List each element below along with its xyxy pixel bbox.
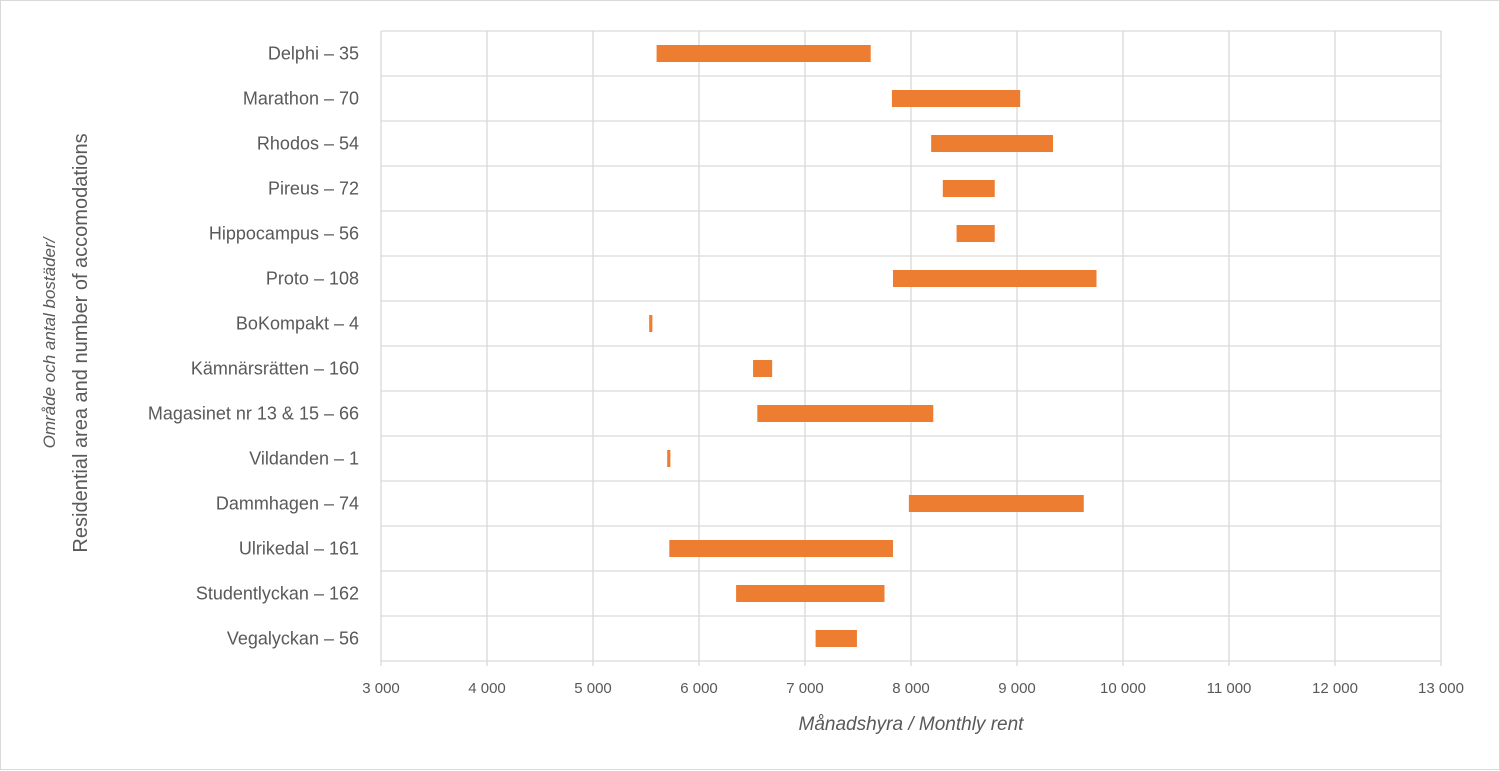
x-tick-label-0: 3 000 <box>362 680 400 697</box>
category-label-7: Kämnärsrätten – 160 <box>191 359 359 379</box>
category-label-8: Magasinet nr 13 & 15 – 66 <box>148 404 359 424</box>
category-label-4: Hippocampus – 56 <box>209 224 359 244</box>
x-tick-label-8: 11 000 <box>1207 680 1252 697</box>
bar-1 <box>891 90 1021 107</box>
x-tick-label-1: 4 000 <box>468 680 506 697</box>
category-label-6: BoKompakt – 4 <box>236 314 359 334</box>
bars <box>649 45 1097 647</box>
category-label-13: Vegalyckan – 56 <box>227 629 359 649</box>
category-label-5: Proto – 108 <box>266 269 359 289</box>
x-axis-title: Månadshyra / Monthly rent <box>799 714 1025 735</box>
bar-10 <box>908 495 1084 512</box>
category-label-11: Ulrikedal – 161 <box>239 539 359 559</box>
bar-9 <box>667 450 671 467</box>
bar-3 <box>942 180 995 197</box>
category-label-1: Marathon – 70 <box>243 89 359 109</box>
bar-2 <box>931 135 1054 152</box>
bar-11 <box>669 540 893 557</box>
y-axis-title-line2-group: Residential area and number of accomodat… <box>70 133 92 552</box>
bar-7 <box>753 360 773 377</box>
category-label-0: Delphi – 35 <box>268 44 359 64</box>
x-tick-label-4: 7 000 <box>786 680 824 697</box>
y-axis-title-line1-group: Område och antal bostäder/ <box>40 235 59 448</box>
bar-5 <box>892 270 1097 287</box>
bar-6 <box>649 315 653 332</box>
bar-13 <box>815 630 857 647</box>
x-tick-label-2: 5 000 <box>574 680 612 697</box>
x-tick-label-6: 9 000 <box>998 680 1036 697</box>
y-axis-title-line2: Residential area and number of accomodat… <box>70 133 92 552</box>
bar-4 <box>956 225 995 242</box>
y-axis-title-line1: Område och antal bostäder/ <box>40 235 59 448</box>
category-label-9: Vildanden – 1 <box>249 449 359 469</box>
bar-12 <box>736 585 885 602</box>
category-labels: Delphi – 35 Marathon – 70 Rhodos – 54 Pireu… <box>148 44 359 649</box>
bar-8 <box>757 405 934 422</box>
x-tick-label-10: 13 000 <box>1418 680 1464 697</box>
bar-0 <box>656 45 871 62</box>
x-tick-label-3: 6 000 <box>680 680 718 697</box>
x-tick-label-5: 8 000 <box>892 680 930 697</box>
grid-lines <box>380 30 1442 666</box>
x-tick-labels: 3 000 4 000 5 000 6 000 7 000 8 000 9 000 10 00… <box>362 680 1464 697</box>
category-label-2: Rhodos – 54 <box>257 134 359 154</box>
category-label-3: Pireus – 72 <box>268 179 359 199</box>
category-label-10: Dammhagen – 74 <box>216 494 359 514</box>
x-tick-label-7: 10 000 <box>1100 680 1146 697</box>
category-label-12: Studentlyckan – 162 <box>196 584 359 604</box>
x-tick-label-9: 12 000 <box>1312 680 1358 697</box>
